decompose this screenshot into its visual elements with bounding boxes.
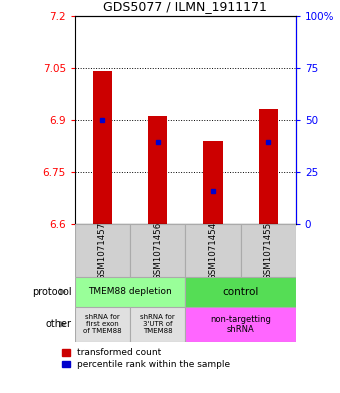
Legend: transformed count, percentile rank within the sample: transformed count, percentile rank withi… [62, 348, 230, 369]
Bar [93, 71, 112, 224]
Text: GSM1071455: GSM1071455 [264, 221, 273, 280]
Bar [130, 224, 185, 277]
Text: control: control [222, 287, 259, 297]
Text: GSM1071454: GSM1071454 [208, 221, 217, 280]
Title: GDS5077 / ILMN_1911171: GDS5077 / ILMN_1911171 [103, 0, 267, 13]
Text: non-targetting
shRNA: non-targetting shRNA [210, 314, 271, 334]
Bar [130, 307, 185, 342]
Bar [185, 307, 296, 342]
Bar [203, 141, 223, 224]
Text: shRNA for
first exon
of TMEM88: shRNA for first exon of TMEM88 [83, 314, 122, 334]
Text: GSM1071456: GSM1071456 [153, 221, 162, 280]
Bar [258, 109, 278, 224]
Text: protocol: protocol [32, 287, 71, 297]
Text: GSM1071457: GSM1071457 [98, 221, 107, 280]
Text: shRNA for
3'UTR of
TMEM88: shRNA for 3'UTR of TMEM88 [140, 314, 175, 334]
Bar [75, 224, 130, 277]
Bar [185, 224, 241, 277]
Bar [75, 307, 130, 342]
Text: other: other [46, 319, 71, 329]
Bar [75, 277, 185, 307]
Text: TMEM88 depletion: TMEM88 depletion [88, 287, 172, 296]
Bar [148, 116, 167, 224]
Bar [185, 277, 296, 307]
Bar [241, 224, 296, 277]
